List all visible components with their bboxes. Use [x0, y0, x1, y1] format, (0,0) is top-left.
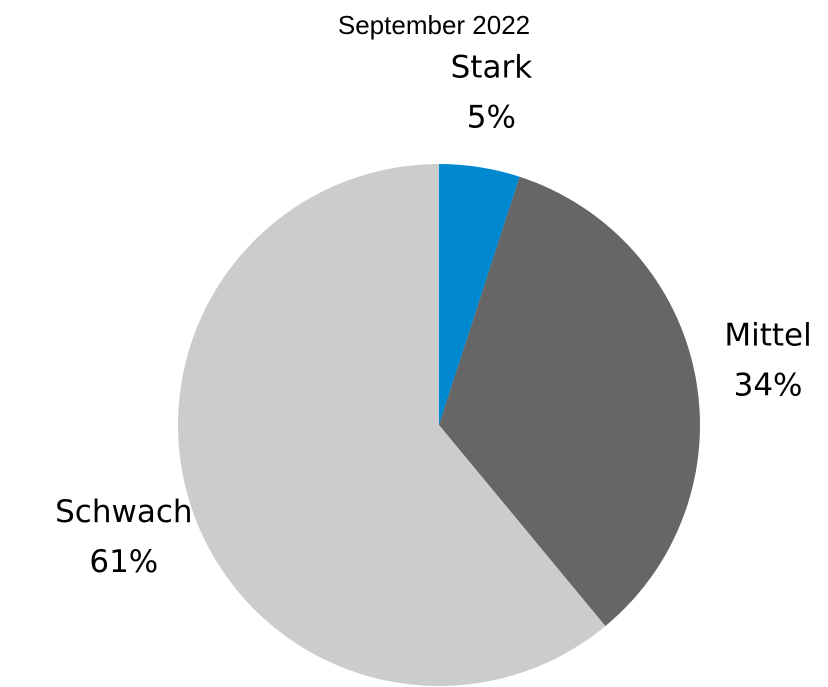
slice-value-label: 34% — [734, 368, 803, 404]
slice-category-label: Schwach — [55, 494, 192, 530]
slice-category-label: Mittel — [724, 318, 811, 354]
pie-slice — [439, 176, 700, 627]
slice-value-label: 5% — [467, 100, 516, 136]
pie-slice — [439, 164, 520, 425]
slice-value-label: 61% — [89, 544, 158, 580]
pie-slice — [177, 164, 606, 686]
slice-category-label: Stark — [451, 50, 533, 86]
chart-title: September 2022 — [338, 10, 530, 40]
